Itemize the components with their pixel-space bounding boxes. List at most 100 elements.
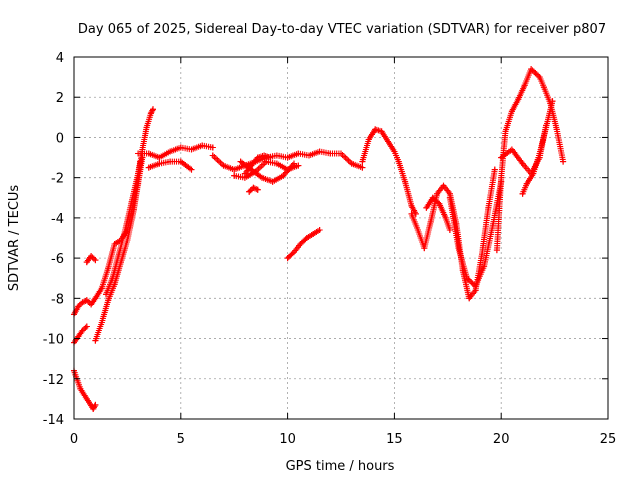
data-point: [83, 323, 90, 330]
series-4: [83, 253, 99, 266]
data-point: [105, 297, 112, 304]
data-point: [303, 235, 310, 241]
data-point: [472, 283, 479, 290]
x-tick-labels: 0 5 10 15 20 25: [70, 432, 616, 447]
data-point: [177, 158, 184, 165]
data-point: [310, 231, 317, 237]
data-point: [295, 150, 302, 157]
data-point: [515, 96, 522, 103]
data-point: [250, 184, 257, 191]
data-point: [135, 150, 142, 157]
series-8: [145, 158, 195, 173]
data-point: [267, 154, 274, 161]
data-point: [98, 319, 105, 326]
data-point: [408, 210, 415, 217]
data-point: [427, 218, 434, 225]
data-point: [493, 247, 500, 254]
data-point: [79, 327, 86, 334]
axis-ticks: [73, 56, 609, 420]
data-point: [489, 222, 496, 229]
data-point: [446, 194, 453, 201]
data-point: [291, 249, 297, 256]
data-point: [327, 150, 334, 157]
data-point: [98, 285, 105, 292]
data-point: [446, 227, 453, 233]
data-point: [536, 150, 543, 157]
series-15: [359, 126, 419, 217]
data-point: [92, 295, 99, 302]
data-point: [316, 148, 323, 155]
data-point: [248, 162, 255, 169]
data-point: [429, 194, 436, 201]
data-point: [434, 190, 441, 197]
series-12: [241, 152, 274, 177]
data-point: [269, 178, 276, 185]
data-point: [75, 303, 82, 310]
data-point: [464, 275, 470, 282]
data-point: [502, 128, 509, 135]
data-point: [316, 227, 323, 233]
data-point: [498, 154, 505, 161]
data-point: [528, 66, 535, 73]
data-point: [246, 188, 253, 195]
data-point: [395, 158, 402, 165]
data-point: [560, 158, 567, 165]
data-point: [440, 182, 447, 189]
series-13: [246, 184, 261, 195]
y-tick-label: -8: [51, 292, 64, 307]
data-point: [103, 291, 109, 298]
data-point: [90, 405, 97, 412]
data-point: [519, 160, 526, 167]
chart-title: Day 065 of 2025, Sidereal Day-to-day VTE…: [78, 22, 606, 37]
data-point: [414, 227, 421, 233]
data-point: [297, 241, 304, 247]
data-point: [263, 158, 270, 165]
data-point: [402, 178, 409, 185]
data-point: [147, 110, 154, 117]
series-19: [493, 66, 567, 254]
series-14: [284, 227, 323, 262]
data-point: [273, 152, 280, 159]
data-point: [378, 128, 385, 135]
data-point: [88, 301, 95, 308]
data-point: [77, 385, 84, 392]
data-point: [109, 275, 116, 282]
data-point: [408, 202, 415, 209]
y-tick-label: -4: [51, 212, 64, 227]
series-7: [135, 142, 216, 161]
series-6: [103, 158, 144, 298]
data-point: [423, 204, 430, 211]
series-3: [71, 323, 90, 346]
data-point: [167, 158, 174, 165]
data-point: [150, 106, 156, 113]
data-point: [295, 162, 302, 169]
series-21: [519, 98, 556, 197]
x-axis-label: GPS time / hours: [286, 459, 395, 474]
data-point: [231, 172, 238, 179]
data-point: [291, 160, 297, 167]
data-point: [532, 70, 539, 77]
data-point: [254, 154, 261, 161]
data-point: [135, 170, 142, 177]
data-point: [145, 150, 152, 157]
data-point: [521, 82, 528, 89]
data-point: [348, 160, 355, 167]
data-point: [540, 84, 547, 91]
data-point: [88, 253, 95, 260]
data-point: [188, 166, 195, 173]
data-point: [284, 154, 291, 161]
data-point: [92, 257, 99, 264]
x-tick-label: 20: [493, 432, 510, 447]
data-point: [549, 98, 556, 105]
data-point: [273, 160, 280, 167]
data-point: [79, 299, 86, 306]
x-tick-label: 15: [386, 432, 403, 447]
data-point: [156, 160, 163, 167]
data-point: [421, 245, 428, 252]
data-point: [530, 170, 537, 177]
data-point: [284, 255, 291, 262]
data-point: [254, 186, 261, 193]
data-point: [543, 124, 550, 131]
data-point: [359, 164, 366, 171]
data-point: [372, 126, 379, 133]
